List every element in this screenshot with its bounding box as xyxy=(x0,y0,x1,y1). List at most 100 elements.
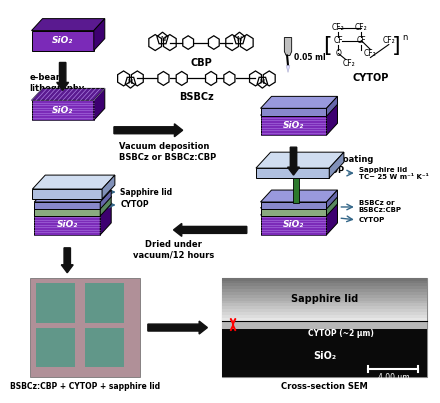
Text: BSBCz or
BSBCz:CBP: BSBCz or BSBCz:CBP xyxy=(359,200,402,214)
Text: N: N xyxy=(128,79,133,85)
Bar xyxy=(222,303,427,307)
Text: CBP: CBP xyxy=(190,58,212,69)
Bar xyxy=(29,278,139,377)
Text: Spin coating
CYTOP: Spin coating CYTOP xyxy=(314,155,373,174)
Polygon shape xyxy=(286,65,290,73)
Text: BSBCz: BSBCz xyxy=(179,92,214,102)
Text: CF₂: CF₂ xyxy=(332,23,345,32)
Polygon shape xyxy=(260,115,326,135)
Polygon shape xyxy=(256,168,329,178)
Text: SiO₂: SiO₂ xyxy=(52,106,73,115)
Polygon shape xyxy=(329,152,344,178)
Polygon shape xyxy=(32,100,94,120)
Polygon shape xyxy=(260,215,326,235)
Text: CYTOP: CYTOP xyxy=(359,217,385,223)
Text: CYTOP: CYTOP xyxy=(121,200,149,210)
Text: Sapphire lid: Sapphire lid xyxy=(291,294,358,304)
Text: Cross-section SEM: Cross-section SEM xyxy=(281,382,368,391)
Text: CF₂: CF₂ xyxy=(343,59,356,68)
Bar xyxy=(222,328,427,377)
Text: SiO₂: SiO₂ xyxy=(283,121,304,130)
Text: SiO₂: SiO₂ xyxy=(283,220,304,229)
Polygon shape xyxy=(260,190,337,202)
Polygon shape xyxy=(32,88,105,100)
Text: Sapphire lid: Sapphire lid xyxy=(121,187,172,197)
Polygon shape xyxy=(102,175,115,199)
Polygon shape xyxy=(260,103,337,115)
Bar xyxy=(222,318,427,321)
Bar xyxy=(84,283,124,322)
Polygon shape xyxy=(260,96,337,108)
Polygon shape xyxy=(32,31,94,50)
FancyArrow shape xyxy=(114,124,183,137)
Text: O: O xyxy=(335,49,341,58)
Bar xyxy=(222,306,427,310)
FancyArrow shape xyxy=(57,62,69,90)
Bar xyxy=(222,286,427,290)
Bar xyxy=(222,298,427,301)
Bar xyxy=(222,292,427,295)
Polygon shape xyxy=(260,202,326,209)
Bar xyxy=(222,283,427,287)
Bar xyxy=(222,295,427,298)
FancyArrow shape xyxy=(61,248,73,273)
Text: SiO₂: SiO₂ xyxy=(57,220,78,229)
Polygon shape xyxy=(326,103,337,135)
Bar xyxy=(222,312,427,316)
Text: CYTOP (~2 μm): CYTOP (~2 μm) xyxy=(308,329,374,338)
Polygon shape xyxy=(100,203,111,235)
Text: CF₂: CF₂ xyxy=(364,49,377,58)
Polygon shape xyxy=(34,196,111,208)
Text: CF: CF xyxy=(356,36,366,45)
FancyArrow shape xyxy=(288,147,300,175)
Bar xyxy=(84,328,124,368)
Polygon shape xyxy=(326,190,337,209)
Polygon shape xyxy=(32,19,105,31)
Polygon shape xyxy=(256,152,344,168)
Bar xyxy=(222,289,427,293)
Polygon shape xyxy=(94,88,105,120)
Bar xyxy=(222,278,427,281)
Polygon shape xyxy=(100,196,111,216)
Text: CF₂: CF₂ xyxy=(382,36,395,45)
Polygon shape xyxy=(34,190,111,202)
FancyArrow shape xyxy=(148,321,207,334)
Polygon shape xyxy=(326,196,337,216)
Text: SiO₂: SiO₂ xyxy=(313,351,336,361)
Polygon shape xyxy=(34,215,100,235)
Text: CYTOP: CYTOP xyxy=(352,73,389,83)
Polygon shape xyxy=(34,208,100,216)
Polygon shape xyxy=(100,190,111,209)
Text: SiO₂: SiO₂ xyxy=(52,36,73,45)
Bar xyxy=(222,309,427,312)
Polygon shape xyxy=(326,203,337,235)
Bar xyxy=(222,280,427,284)
Text: N: N xyxy=(160,35,165,42)
Polygon shape xyxy=(94,19,105,50)
Polygon shape xyxy=(34,203,111,215)
Text: 4.00 μm: 4.00 μm xyxy=(378,374,409,382)
Bar xyxy=(222,315,427,318)
Text: e-beam
lithography: e-beam lithography xyxy=(29,73,85,93)
Text: Dried under
vacuum/12 hours: Dried under vacuum/12 hours xyxy=(133,240,214,259)
Polygon shape xyxy=(260,203,337,215)
Polygon shape xyxy=(33,189,102,199)
Bar xyxy=(222,278,427,377)
Polygon shape xyxy=(260,108,326,116)
Polygon shape xyxy=(260,208,326,216)
Text: 0.05 ml: 0.05 ml xyxy=(293,53,325,62)
Polygon shape xyxy=(260,196,337,208)
FancyArrow shape xyxy=(173,223,247,237)
Bar xyxy=(293,178,299,203)
Bar xyxy=(222,321,427,328)
Polygon shape xyxy=(326,96,337,116)
Text: BSBCz:CBP + CYTOP + sapphire lid: BSBCz:CBP + CYTOP + sapphire lid xyxy=(10,382,160,391)
Text: CF₂: CF₂ xyxy=(355,23,368,32)
Text: N: N xyxy=(260,79,265,85)
Text: [: [ xyxy=(323,35,331,56)
Text: ]: ] xyxy=(392,35,401,56)
Polygon shape xyxy=(284,37,292,56)
Polygon shape xyxy=(34,202,100,209)
Text: Sapphire lid
TC~ 25 W m⁻¹ K⁻¹: Sapphire lid TC~ 25 W m⁻¹ K⁻¹ xyxy=(359,166,428,180)
Text: n: n xyxy=(403,33,408,42)
